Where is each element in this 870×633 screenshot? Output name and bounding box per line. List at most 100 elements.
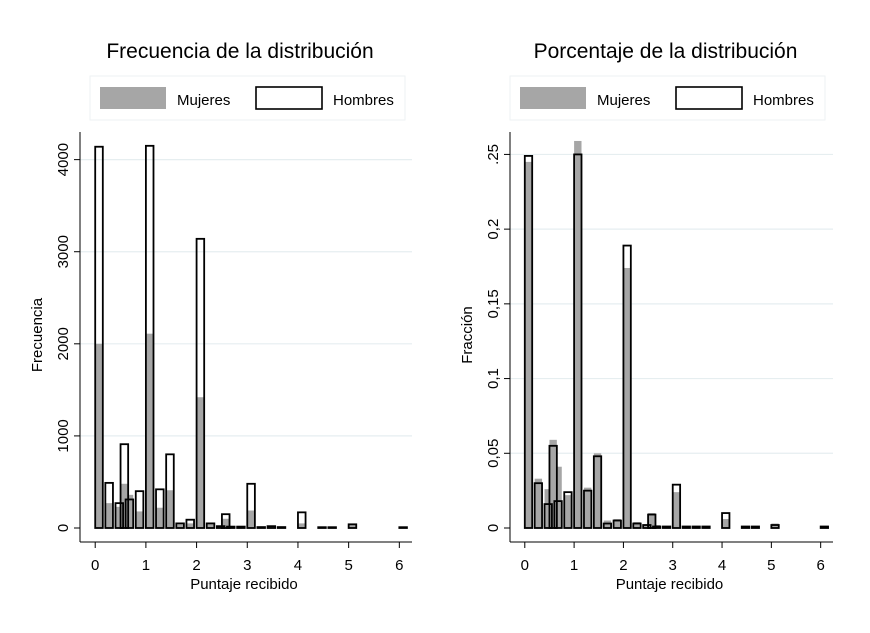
frac-bar-mujeres [554, 466, 562, 528]
freq-bar-mujeres [145, 333, 154, 528]
freq-bar-hombres [134, 490, 145, 529]
freq-ytick-label-4: 4000 [55, 143, 72, 176]
frac-bar-mujeres [524, 161, 533, 529]
frac-ytick-label-0: 0 [485, 524, 502, 532]
freq-xtick-label-4: 4 [294, 557, 302, 574]
freq-bar-mujeres [221, 518, 230, 528]
frac-legend-label-hombres: Hombres [753, 92, 814, 109]
frac-xtick-label-0: 0 [521, 557, 529, 574]
freq-bar-mujeres [196, 397, 205, 528]
frac-bar-mujeres [633, 522, 641, 528]
frac-legend-swatch-hombres [675, 86, 743, 110]
frac-bar-mujeres [672, 492, 681, 528]
freq-ytick-label-0: 0 [55, 524, 72, 532]
freq-x-axis-title: Puntaje recibido [190, 576, 298, 593]
frac-ytick-label-5: .25 [485, 144, 502, 165]
freq-bar-hombres [114, 502, 124, 529]
freq-bar-mujeres [348, 524, 357, 528]
freq-bar-hombres [94, 145, 104, 529]
freq-bar-mujeres [186, 523, 195, 528]
frequency-chart: Frecuencia de la distribución Mujeres Homb… [29, 40, 412, 593]
frac-chart-title: Porcentaje de la distribución [534, 40, 798, 63]
freq-bar-hombres [165, 453, 175, 529]
freq-bar-mujeres [216, 526, 225, 528]
freq-bar-hombres [221, 513, 231, 529]
frac-bar-hombres [819, 525, 829, 529]
freq-bar-mujeres [297, 523, 306, 528]
frac-ytick-label-2: 0,1 [485, 368, 502, 389]
freq-ytick-label-1: 1000 [55, 419, 72, 452]
freq-bar-mujeres [105, 503, 113, 528]
frac-ytick-label-4: 0,2 [485, 219, 502, 240]
freq-bar-hombres [215, 525, 226, 529]
freq-bar-hombres [185, 518, 195, 529]
frac-bar-hombres [701, 525, 711, 529]
freq-bar-mujeres [95, 343, 103, 528]
frac-bar-hombres [652, 525, 662, 529]
frac-bar-hombres [681, 525, 691, 529]
freq-xtick-label-5: 5 [344, 557, 352, 574]
freq-xtick-label-6: 6 [395, 557, 403, 574]
frac-xtick-label-2: 2 [619, 557, 627, 574]
freq-xtick-label-2: 2 [192, 557, 200, 574]
freq-bar-mujeres [247, 510, 255, 528]
freq-bar-hombres [246, 482, 256, 529]
frac-bar-hombres [647, 513, 657, 529]
frac-bar-mujeres [722, 519, 730, 528]
frac-bar-mujeres [643, 525, 651, 528]
frac-bar-mujeres [534, 478, 543, 528]
freq-legend-label-mujeres: Mujeres [177, 92, 230, 109]
frac-bar-hombres [533, 482, 543, 529]
fraction-chart-panel: Porcentaje de la distribución Mujeres Homb… [435, 0, 870, 633]
frac-bar-hombres [548, 444, 558, 529]
frac-bar-mujeres [583, 487, 592, 528]
freq-bar-hombres [155, 488, 165, 529]
freq-bar-hombres [317, 526, 327, 529]
frac-xtick-label-3: 3 [669, 557, 677, 574]
freq-bar-mujeres [156, 507, 164, 528]
frac-bar-mujeres [623, 267, 631, 528]
frac-bar-mujeres [544, 489, 552, 528]
frac-bar-mujeres [574, 140, 582, 528]
frac-bar-hombres [740, 525, 751, 529]
frac-bar-hombres [612, 519, 622, 529]
freq-bar-hombres [398, 526, 408, 529]
frac-ytick-label-1: 0,05 [485, 439, 502, 468]
frac-bar-hombres [592, 455, 603, 529]
frac-bar-hombres [671, 483, 682, 529]
freq-bar-hombres [205, 522, 216, 529]
freq-y-axis-title: Frecuencia [29, 297, 46, 372]
frac-bar-hombres [563, 491, 573, 529]
freq-bar-hombres [175, 522, 185, 529]
frac-bar-hombres [622, 244, 632, 529]
frac-bar-mujeres [564, 495, 572, 528]
frac-bar-hombres [583, 489, 593, 529]
frac-bar-mujeres [613, 519, 621, 528]
freq-bar-mujeres [135, 511, 144, 528]
frequency-chart-panel: Frecuencia de la distribución Mujeres Homb… [29, 40, 412, 593]
freq-xtick-label-0: 0 [91, 557, 99, 574]
frac-bar-hombres [523, 155, 534, 529]
freq-bar-hombres [276, 526, 287, 529]
frac-bar-hombres [602, 522, 612, 529]
freq-bar-hombres [256, 526, 266, 529]
freq-bar-hombres [226, 525, 236, 529]
freq-legend-label-hombres: Hombres [333, 92, 394, 109]
freq-xtick-label-1: 1 [142, 557, 150, 574]
frac-ytick-label-3: 0,15 [485, 289, 502, 318]
freq-bar-hombres [347, 523, 358, 529]
freq-bar-mujeres [206, 522, 215, 528]
frac-x-axis-title: Puntaje recibido [616, 576, 724, 593]
freq-bar-hombres [236, 525, 246, 529]
frac-bar-hombres [632, 522, 642, 529]
freq-legend-swatch-mujeres [100, 87, 166, 109]
freq-bar-hombres [327, 526, 337, 529]
frac-y-axis-title: Fracción [459, 306, 476, 364]
frac-xtick-label-1: 1 [570, 557, 578, 574]
freq-bar-hombres [266, 525, 277, 529]
frac-bar-hombres [691, 525, 701, 529]
freq-bar-mujeres [120, 483, 129, 528]
fraction-chart: Porcentaje de la distribución Mujeres Homb… [459, 40, 833, 593]
freq-bar-hombres [119, 443, 130, 529]
frac-bar-mujeres [593, 453, 602, 528]
